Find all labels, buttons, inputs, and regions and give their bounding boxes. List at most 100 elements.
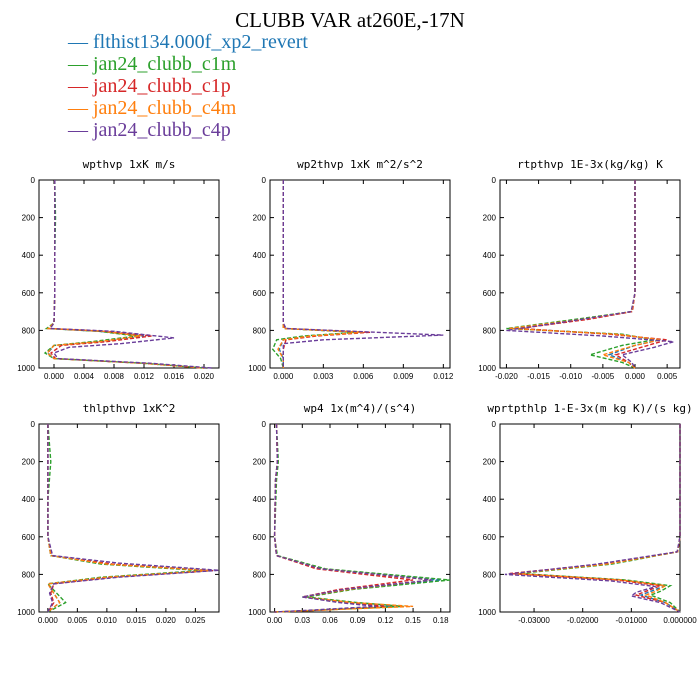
y-tick-label: 200 xyxy=(483,214,497,223)
x-tick-label: -0.015 xyxy=(527,372,550,381)
series-line xyxy=(506,180,674,369)
y-tick-label: 600 xyxy=(253,289,267,298)
x-tick-label: -0.005 xyxy=(592,372,615,381)
y-tick-label: 1000 xyxy=(478,364,496,373)
series-line xyxy=(48,180,205,369)
x-tick-label: -0.020 xyxy=(495,372,518,381)
y-tick-label: 400 xyxy=(483,251,497,260)
x-tick-label: -0.03000 xyxy=(518,616,550,625)
y-tick-label: 0 xyxy=(492,176,497,185)
y-tick-label: 400 xyxy=(483,495,497,504)
x-tick-label: 0.005 xyxy=(657,372,678,381)
panel-3: rtpthvp 1E-3x(kg/kg) K02004006008001000-… xyxy=(478,158,681,381)
x-tick-label: 0.000 xyxy=(38,616,59,625)
x-tick-label: 0.020 xyxy=(194,372,215,381)
y-tick-label: 200 xyxy=(483,458,497,467)
series-line xyxy=(273,423,451,613)
panel-title: thlpthvp 1xK^2 xyxy=(83,402,176,415)
y-tick-label: 200 xyxy=(253,458,267,467)
x-tick-label: 0.06 xyxy=(322,616,338,625)
x-tick-label: 0.000 xyxy=(44,372,65,381)
legend-entry: — jan24_clubb_c1m xyxy=(68,53,237,75)
legend-entry: — flthist134.000f_xp2_revert xyxy=(68,31,308,53)
series-line xyxy=(273,423,441,613)
x-tick-label: 0.000 xyxy=(625,372,646,381)
x-tick-label: 0.000000 xyxy=(663,616,697,625)
y-tick-label: 200 xyxy=(22,458,36,467)
plot-frame xyxy=(38,179,220,369)
x-tick-label: 0.00 xyxy=(267,616,283,625)
y-tick-label: 0 xyxy=(262,420,267,429)
x-tick-label: 0.016 xyxy=(164,372,185,381)
series-line xyxy=(512,180,661,369)
y-tick-label: 0 xyxy=(492,420,497,429)
legend-entry: — jan24_clubb_c1p xyxy=(68,75,231,97)
y-tick-label: 400 xyxy=(253,251,267,260)
x-tick-label: 0.18 xyxy=(433,616,449,625)
x-tick-label: 0.008 xyxy=(104,372,125,381)
x-tick-label: 0.025 xyxy=(185,616,206,625)
panel-1: wpthvp 1xK m/s 0 200 400 600 800 1000 0.000 0.00… xyxy=(17,158,220,381)
series-line xyxy=(514,424,681,613)
series-line xyxy=(46,424,211,613)
y-tick-label: 200 xyxy=(253,214,267,223)
y-tick-label: 800 xyxy=(483,570,497,579)
x-tick-label: 0.09 xyxy=(350,616,366,625)
series-line xyxy=(273,423,432,613)
y-tick-label: 0 xyxy=(262,176,267,185)
x-tick-label: 0.15 xyxy=(405,616,421,625)
series-line xyxy=(47,424,214,613)
y-tick-label: 400 xyxy=(253,495,267,504)
legend-entry: — jan24_clubb_c4p xyxy=(68,119,231,141)
y-tick-label: 800 xyxy=(253,326,267,335)
y-tick-label: 600 xyxy=(483,289,497,298)
y-tick-label: 200 xyxy=(22,214,36,223)
panel-title: wprtpthlp 1-E-3x(m kg K)/(s kg) xyxy=(487,402,692,415)
y-tick-label: 0 xyxy=(31,176,36,185)
x-tick-label: 0.004 xyxy=(74,372,95,381)
x-tick-label: 0.03 xyxy=(295,616,311,625)
plot-frame xyxy=(499,179,681,369)
x-tick-label: -0.01000 xyxy=(616,616,648,625)
panel-title: wpthvp 1xK m/s xyxy=(83,158,176,171)
series-line xyxy=(282,180,444,368)
y-tick-label: 1000 xyxy=(248,364,266,373)
plot-frame xyxy=(269,179,451,369)
x-tick-label: 0.012 xyxy=(433,372,454,381)
series-line xyxy=(504,424,681,613)
y-tick-label: 0 xyxy=(31,420,36,429)
y-tick-label: 600 xyxy=(253,533,267,542)
panel-title: rtpthvp 1E-3x(kg/kg) K xyxy=(517,158,663,171)
y-tick-label: 800 xyxy=(483,326,497,335)
y-tick-label: 800 xyxy=(22,326,36,335)
panel-title: wp4 1x(m^4)/(s^4) xyxy=(304,402,417,415)
panel-title: wp2thvp 1xK m^2/s^2 xyxy=(297,158,423,171)
x-tick-label: 0.010 xyxy=(97,616,118,625)
y-tick-label: 1000 xyxy=(17,608,35,617)
y-tick-label: 1000 xyxy=(17,364,35,373)
series-line xyxy=(509,180,661,369)
y-tick-label: 1000 xyxy=(478,608,496,617)
x-tick-label: 0.003 xyxy=(313,372,334,381)
plot-frame xyxy=(269,423,451,613)
y-tick-label: 400 xyxy=(22,251,36,260)
x-tick-label: 0.006 xyxy=(353,372,374,381)
legend-entry: — jan24_clubb_c4m xyxy=(68,97,237,119)
x-tick-label: 0.015 xyxy=(126,616,147,625)
y-tick-label: 1000 xyxy=(248,608,266,617)
y-tick-label: 400 xyxy=(22,495,36,504)
y-tick-label: 600 xyxy=(22,289,36,298)
series-line xyxy=(46,424,214,613)
x-tick-label: 0.012 xyxy=(134,372,155,381)
y-tick-label: 600 xyxy=(483,533,497,542)
series-line xyxy=(46,423,202,613)
x-tick-label: -0.02000 xyxy=(567,616,599,625)
series-line xyxy=(273,423,414,613)
y-tick-label: 800 xyxy=(253,570,267,579)
x-tick-label: 0.000 xyxy=(273,372,294,381)
x-tick-label: 0.005 xyxy=(67,616,88,625)
x-tick-label: -0.010 xyxy=(559,372,582,381)
x-tick-label: 0.020 xyxy=(156,616,177,625)
